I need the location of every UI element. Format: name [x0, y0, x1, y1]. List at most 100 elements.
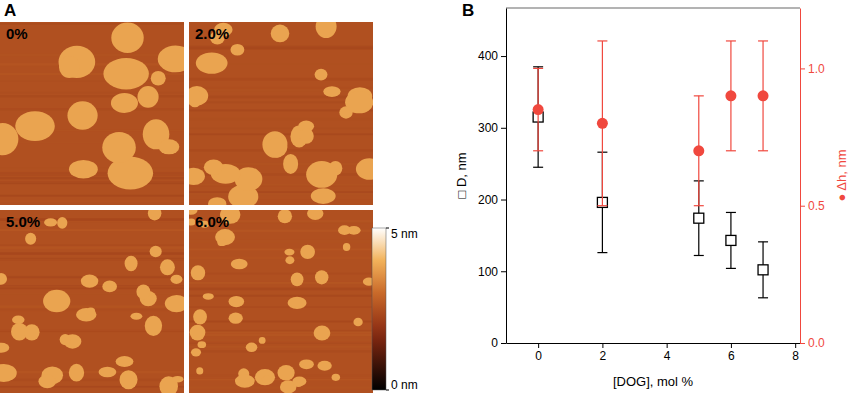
afm-domain [0, 273, 7, 285]
data-point [597, 118, 608, 129]
figure: A0%2.0%5.0%6.0%5 nm0 nmB0246801002003004… [0, 0, 865, 395]
tick-mark [501, 128, 506, 129]
afm-domain [38, 374, 56, 388]
afm-domain [159, 139, 180, 154]
data-point [693, 145, 704, 156]
afm-domain [235, 375, 255, 388]
afm-domain [203, 293, 214, 300]
tick-mark [800, 68, 805, 69]
afm-domain [217, 239, 226, 246]
afm-streak [189, 330, 373, 332]
afm-domain [277, 365, 294, 380]
y-axis-title: □ D, nm [454, 152, 469, 198]
afm-streak [189, 46, 373, 47]
image-label: 5.0% [6, 213, 40, 230]
afm-streak [189, 257, 373, 260]
axis: 02468 [507, 343, 801, 363]
afm-domain [229, 296, 245, 307]
afm-domain [198, 341, 207, 348]
afm-background [189, 210, 373, 393]
afm-streak [189, 288, 373, 291]
afm-domain [189, 89, 203, 108]
error-bar-cap [597, 40, 607, 41]
afm-domain [76, 308, 97, 321]
axis-line [506, 9, 507, 344]
tick: 4 [664, 343, 671, 363]
error-bar [597, 41, 607, 206]
error-bar-cap [758, 40, 768, 41]
image-label: 0% [6, 25, 28, 42]
afm-domain [119, 370, 137, 389]
afm-streak [0, 371, 184, 374]
afm-domain [67, 101, 97, 130]
afm-domain [316, 22, 337, 38]
afm-domain [323, 86, 340, 97]
error-bar [726, 41, 736, 151]
afm-streak [0, 245, 184, 246]
error-bar-cap [758, 297, 768, 298]
afm-streak [0, 195, 184, 197]
afm-domain [191, 348, 201, 356]
afm-domain [165, 295, 184, 312]
afm-image [0, 210, 184, 393]
afm-domain [59, 56, 80, 78]
tick-label: 200 [478, 193, 498, 207]
afm-domain [44, 218, 57, 226]
error-bar-cap [533, 68, 543, 69]
afm-domain [307, 210, 323, 220]
afm-streak [189, 306, 373, 308]
afm-domain [306, 161, 337, 188]
tick-label: 2 [600, 349, 607, 363]
afm-domain [116, 356, 134, 367]
afm-domain [111, 22, 143, 53]
tick-label: 1.0 [808, 62, 825, 76]
error-bar [694, 96, 704, 206]
afm-streak [189, 321, 373, 323]
data-point [758, 90, 769, 101]
afm-streak [0, 204, 184, 205]
error-bar-cap [694, 205, 704, 206]
afm-domain [278, 210, 292, 223]
image-label: 6.0% [195, 213, 229, 230]
error-bar-cap [533, 150, 543, 151]
afm-streak [189, 89, 373, 91]
afm-streak [189, 338, 373, 341]
afm-domain [102, 132, 136, 163]
afm-domain [283, 154, 298, 174]
afm-domain [69, 364, 84, 382]
afm-domain [193, 309, 207, 324]
data-point [726, 235, 736, 245]
afm-domain [299, 359, 314, 369]
axis-line [507, 343, 801, 344]
afm-domain [125, 256, 138, 272]
afm-domain [266, 138, 287, 158]
afm-domain [111, 93, 138, 113]
afm-image [189, 210, 373, 393]
error-bar-cap [758, 241, 768, 242]
afm-domain [145, 316, 162, 336]
error-bar-cap [597, 252, 607, 253]
afm-domain [231, 259, 248, 269]
plot-area [533, 41, 769, 298]
tick: 2 [600, 343, 607, 363]
data-point [725, 90, 736, 101]
tick-mark [667, 343, 668, 348]
tick-label: 4 [664, 349, 671, 363]
tick-label: 8 [792, 349, 799, 363]
afm-domain [284, 249, 294, 256]
afm-domain [300, 128, 314, 143]
tick-mark [501, 343, 506, 344]
tick-mark [501, 200, 506, 201]
afm-domain [271, 25, 290, 43]
tick: 400 [478, 49, 506, 63]
error-bar-cap [694, 255, 704, 256]
afm-domain [59, 46, 96, 78]
error-bar-cap [726, 40, 736, 41]
tick: 0.5 [800, 199, 825, 213]
frame-top [506, 8, 800, 9]
afm-streak [0, 379, 184, 382]
tick: 0.0 [800, 336, 825, 350]
afm-domain [343, 243, 350, 251]
tick-mark [501, 56, 506, 57]
afm-domain [255, 369, 275, 385]
